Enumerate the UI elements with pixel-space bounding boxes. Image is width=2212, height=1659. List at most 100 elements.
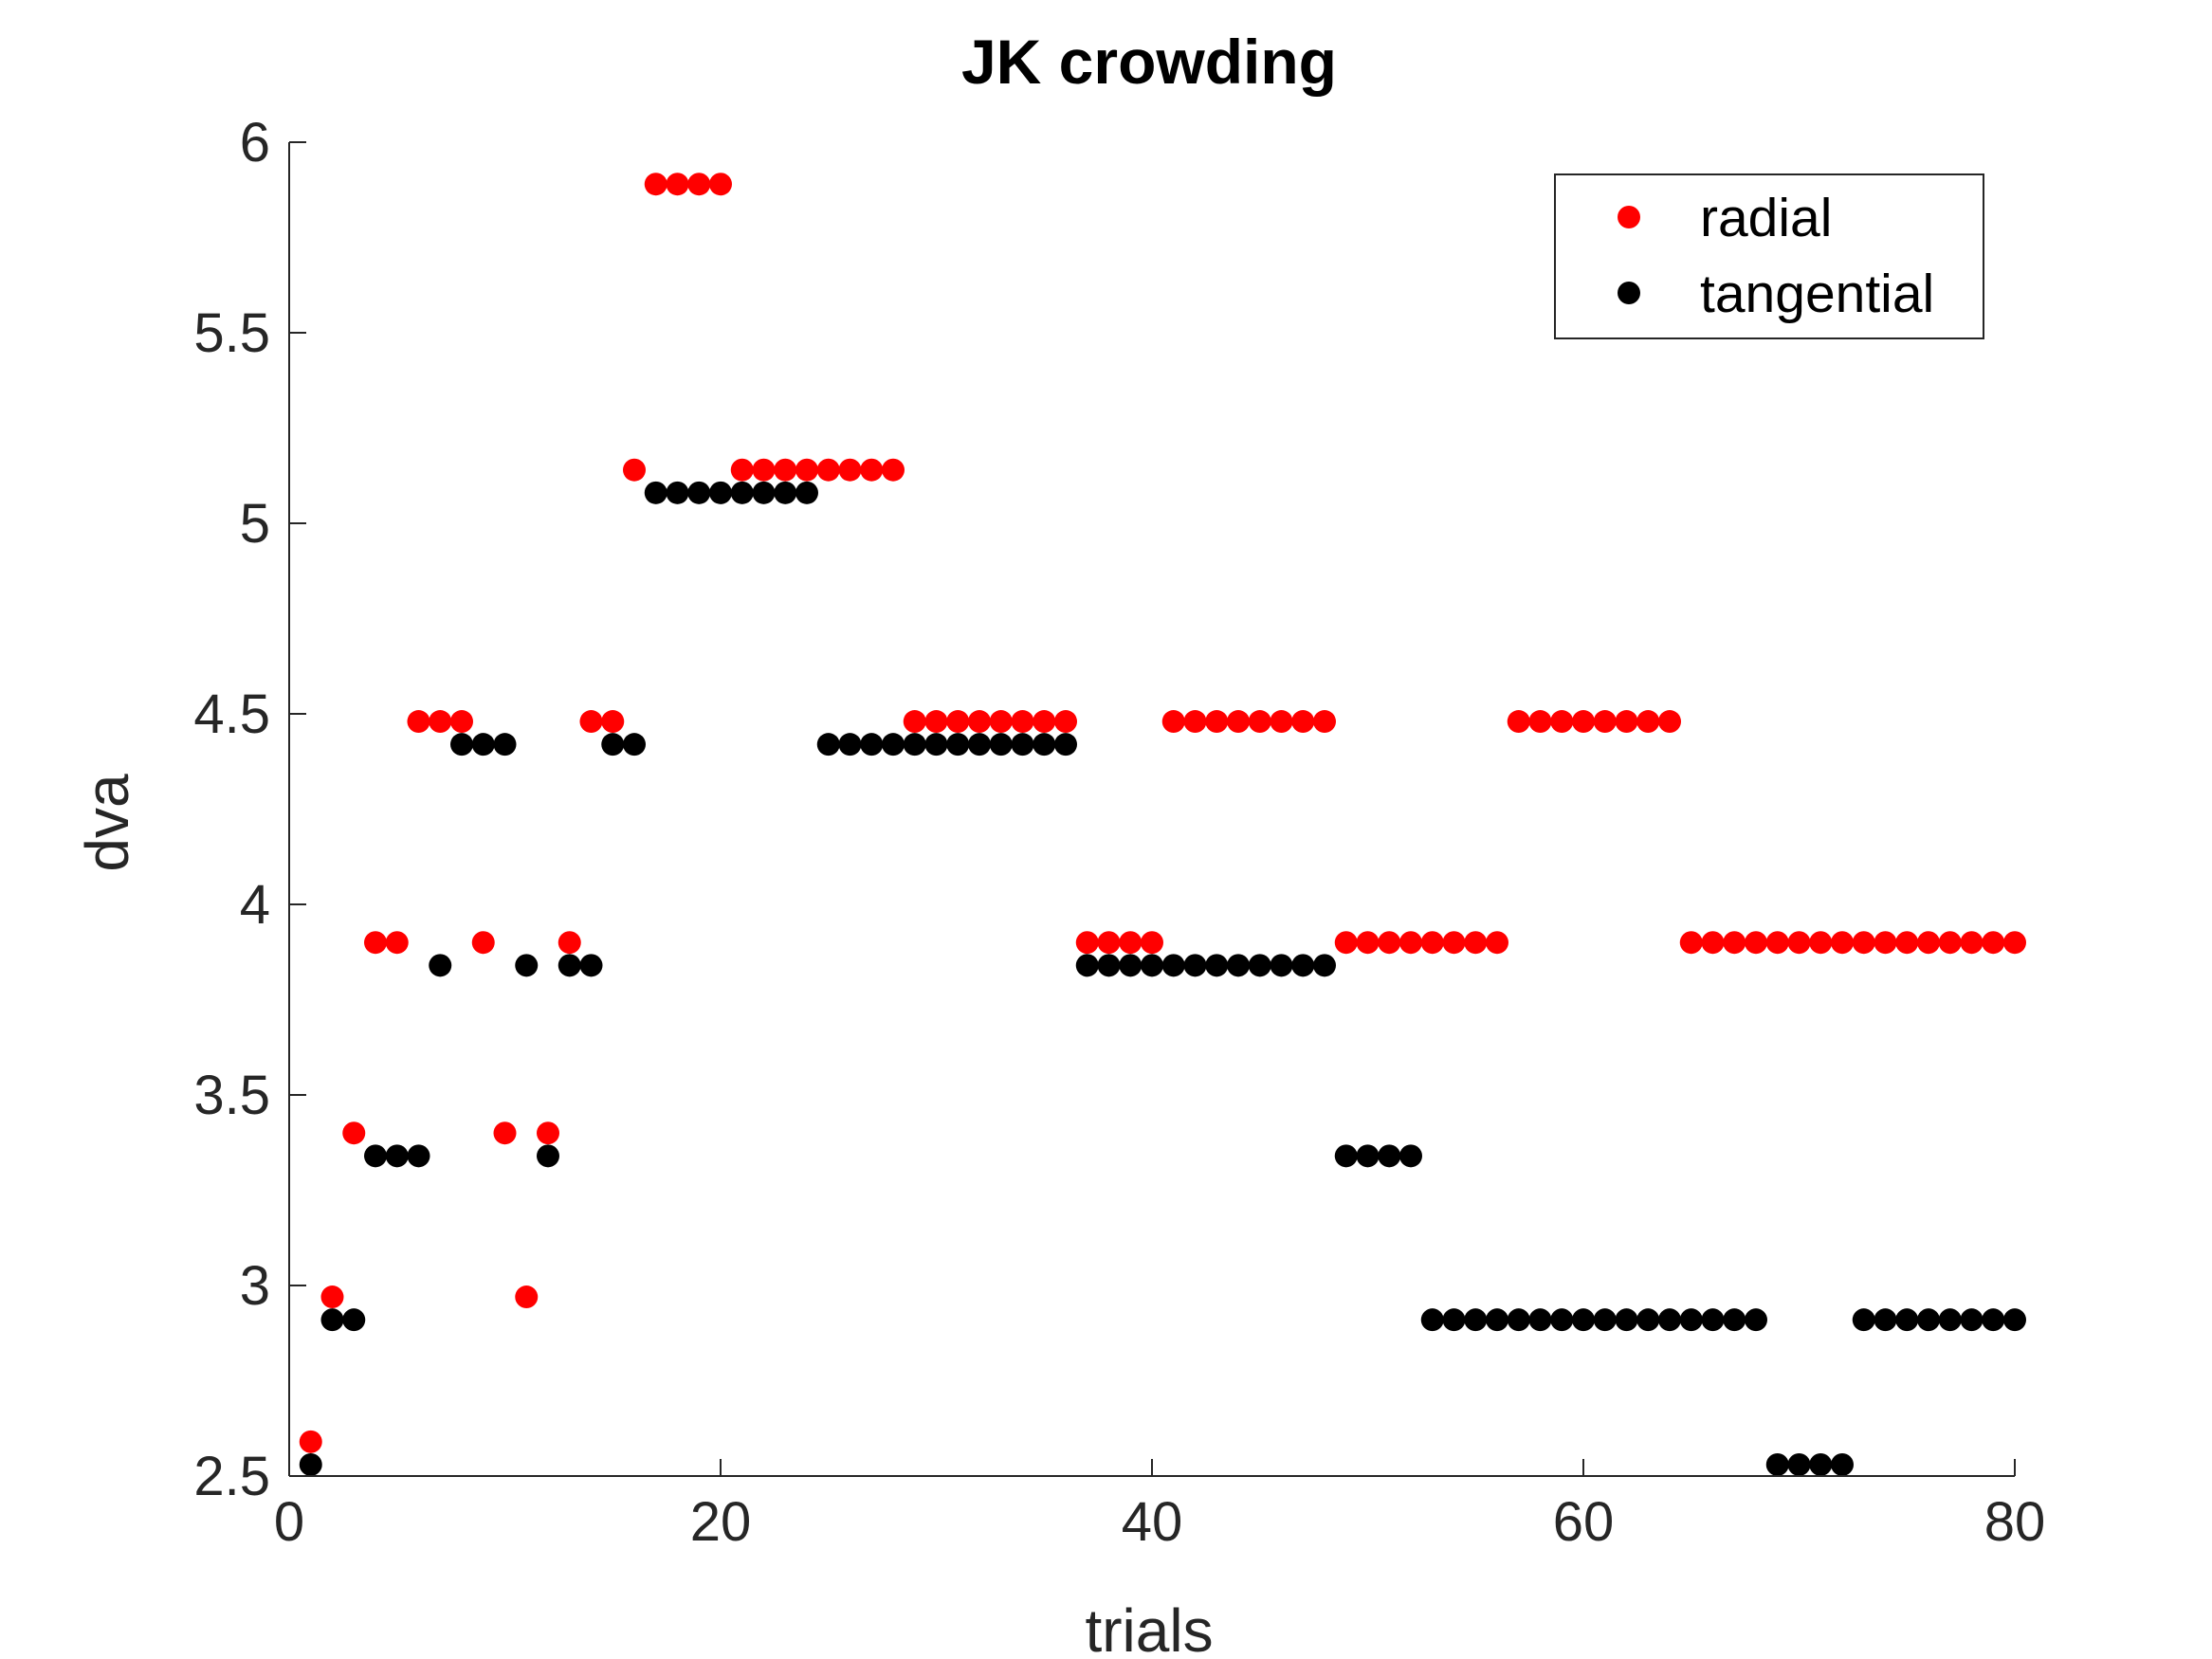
data-point-tangential (1831, 1452, 1854, 1476)
data-point-radial (601, 710, 625, 734)
data-point-tangential (429, 954, 452, 977)
legend-marker-tangential (1618, 282, 1640, 304)
data-point-tangential (299, 1452, 322, 1476)
data-point-tangential (1874, 1308, 1897, 1332)
data-point-radial (1399, 931, 1422, 955)
data-point-tangential (1852, 1308, 1875, 1332)
data-point-tangential (601, 733, 625, 757)
data-point-tangential (860, 733, 884, 757)
data-point-tangential (1420, 1308, 1444, 1332)
data-point-tangential (1917, 1308, 1940, 1332)
data-points (299, 173, 2026, 1476)
legend: radial tangential (1554, 173, 1984, 339)
data-point-radial (1486, 931, 1508, 955)
data-point-radial (623, 458, 646, 482)
tick-labels: 0 20 40 60 80 2.5 3 3.5 4 4.5 5 5.5 6 (193, 112, 2045, 1553)
data-point-radial (1420, 931, 1444, 955)
data-point-radial (1960, 931, 1983, 955)
axes (288, 142, 2015, 1477)
y-tick-label: 3 (240, 1255, 270, 1317)
data-point-tangential (471, 733, 495, 757)
tick-marks (288, 141, 2016, 1477)
data-point-tangential (1119, 954, 1143, 977)
x-tick-label: 60 (1553, 1491, 1615, 1553)
data-point-radial (1723, 931, 1746, 955)
data-point-tangential (1572, 1308, 1595, 1332)
legend-label-tangential: tangential (1700, 264, 1934, 324)
data-point-radial (1334, 931, 1358, 955)
data-point-radial (968, 710, 991, 734)
data-point-radial (1227, 710, 1250, 734)
data-point-radial (1270, 710, 1293, 734)
data-point-radial (1550, 710, 1574, 734)
data-point-radial (515, 1285, 539, 1309)
data-point-tangential (1507, 1308, 1530, 1332)
data-point-radial (1313, 710, 1336, 734)
data-point-tangential (1787, 1452, 1811, 1476)
data-point-radial (429, 710, 452, 734)
data-point-radial (385, 931, 409, 955)
data-point-radial (1097, 931, 1121, 955)
data-point-tangential (1334, 1144, 1358, 1168)
data-point-tangential (1442, 1308, 1466, 1332)
data-point-tangential (450, 733, 473, 757)
data-point-radial (558, 931, 581, 955)
data-point-tangential (2003, 1308, 2026, 1332)
data-point-radial (2003, 931, 2026, 955)
data-point-tangential (1011, 733, 1034, 757)
data-point-tangential (1528, 1308, 1552, 1332)
data-point-tangential (1399, 1144, 1422, 1168)
data-point-radial (471, 931, 495, 955)
data-point-radial (1507, 710, 1530, 734)
data-point-radial (752, 458, 776, 482)
data-point-tangential (903, 733, 926, 757)
data-point-radial (1183, 710, 1207, 734)
data-point-radial (644, 173, 667, 196)
data-point-radial (1011, 710, 1034, 734)
data-point-radial (666, 173, 689, 196)
data-point-tangential (364, 1144, 387, 1168)
data-point-radial (1593, 710, 1617, 734)
data-point-radial (1895, 931, 1919, 955)
data-point-tangential (579, 954, 603, 977)
data-point-radial (1701, 931, 1725, 955)
series-radial (299, 173, 2026, 1453)
data-point-tangential (1291, 954, 1315, 977)
data-point-tangential (1161, 954, 1185, 977)
data-point-radial (299, 1430, 322, 1453)
data-point-radial (1831, 931, 1854, 955)
data-point-tangential (1313, 954, 1336, 977)
data-point-tangential (946, 733, 970, 757)
data-point-radial (1809, 931, 1833, 955)
data-point-tangential (1270, 954, 1293, 977)
data-point-tangential (537, 1144, 559, 1168)
data-point-tangential (1723, 1308, 1746, 1332)
x-tick-label: 80 (1984, 1491, 2046, 1553)
y-tick-label: 6 (240, 112, 270, 173)
data-point-radial (882, 458, 905, 482)
data-point-tangential (730, 481, 754, 504)
y-axis-label: dva (73, 774, 141, 872)
data-point-tangential (1227, 954, 1250, 977)
data-point-radial (1615, 710, 1638, 734)
data-point-radial (774, 458, 797, 482)
data-point-tangential (1141, 954, 1163, 977)
x-tick-label: 40 (1122, 1491, 1183, 1553)
data-point-radial (364, 931, 387, 955)
y-tick-label: 3.5 (193, 1065, 270, 1126)
chart-title: JK crowding (961, 27, 1337, 97)
data-point-tangential (752, 481, 776, 504)
data-point-radial (450, 710, 473, 734)
legend-marker-radial (1618, 206, 1640, 228)
data-point-radial (1119, 931, 1143, 955)
data-point-radial (1658, 710, 1681, 734)
data-point-tangential (1679, 1308, 1703, 1332)
data-point-tangential (1960, 1308, 1983, 1332)
data-point-tangential (1593, 1308, 1617, 1332)
y-tick-label: 4 (240, 874, 270, 936)
data-point-radial (903, 710, 926, 734)
data-point-tangential (515, 954, 539, 977)
data-point-radial (1745, 931, 1767, 955)
data-point-radial (1356, 931, 1380, 955)
